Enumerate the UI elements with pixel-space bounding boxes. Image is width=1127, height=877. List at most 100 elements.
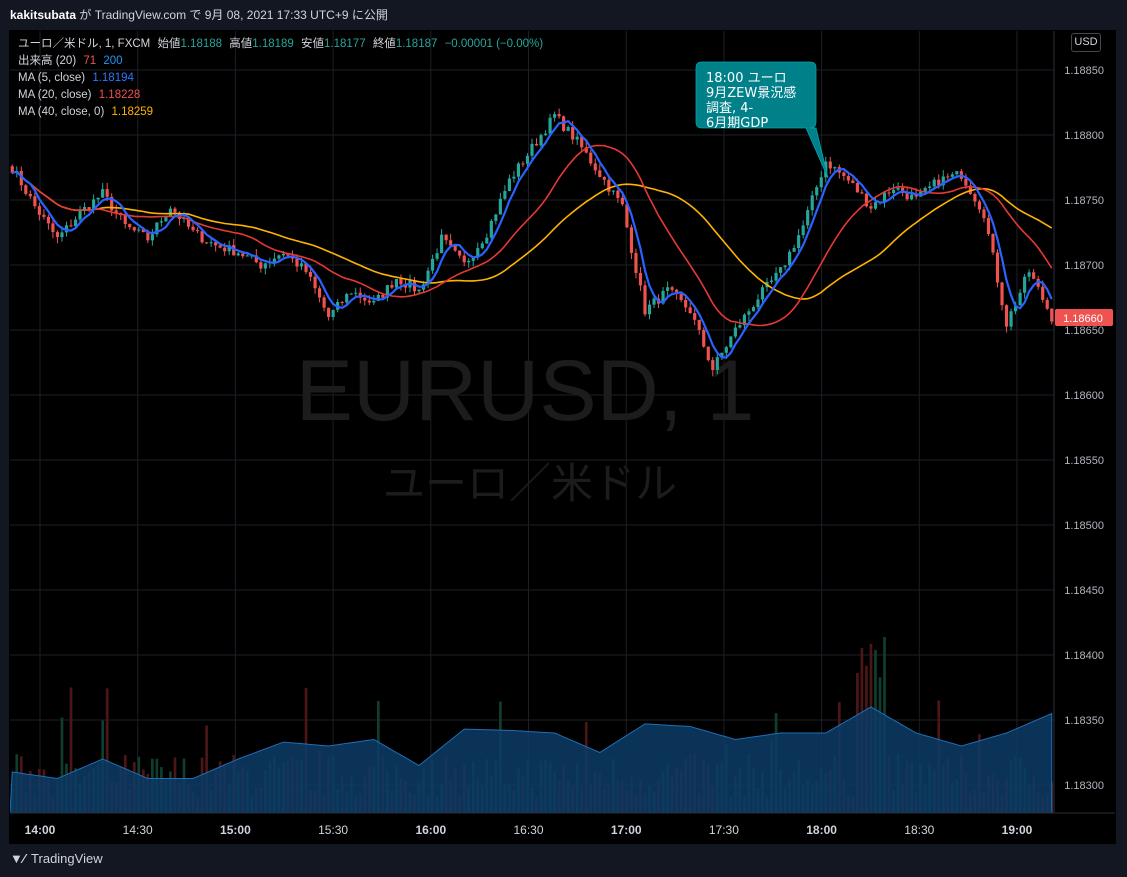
candle-body [209, 242, 213, 244]
candle-body [394, 278, 398, 288]
chart-area[interactable] [9, 30, 1116, 844]
candle-body [313, 276, 317, 289]
candle-body [566, 126, 570, 131]
candle [611, 189, 615, 195]
publish-info-bar: kakitsubata が TradingView.com で 9月 08, 2… [0, 0, 1127, 30]
candle [331, 309, 335, 321]
candle-body [851, 180, 855, 184]
candle [503, 185, 507, 201]
candle-body [783, 265, 787, 268]
candle [322, 295, 326, 312]
candle-body [580, 136, 584, 148]
candle-body [652, 298, 656, 305]
legend-ma40-label[interactable]: MA (40, close, 0) [18, 106, 105, 118]
candle [598, 164, 602, 178]
candle-body [214, 242, 218, 246]
price-scale[interactable]: 1.188501.188001.187501.187001.186501.186… [1064, 65, 1104, 792]
candle-body [390, 285, 394, 288]
candle-body [141, 229, 145, 233]
candle [46, 214, 50, 230]
candle [453, 245, 457, 252]
candle-body [376, 294, 380, 301]
legend-high-label: 高値 [229, 38, 253, 50]
candle-body [232, 245, 236, 256]
candle [729, 335, 733, 349]
candle [697, 319, 701, 335]
candle-body [778, 267, 783, 273]
footer-brand[interactable]: TradingView [31, 851, 103, 866]
candle-body [272, 258, 276, 263]
legend-volume-label[interactable]: 出来高 (20) [18, 55, 77, 67]
candle-body [92, 199, 96, 210]
legend-ma20-row: MA (20, close) 1.18228 [18, 87, 543, 104]
ma20-line [12, 144, 1053, 327]
legend-low-value: 1.18177 [324, 38, 366, 50]
candle-body [1009, 311, 1013, 327]
candle-body [331, 309, 335, 317]
candle-body [910, 194, 914, 200]
candle-body [19, 170, 23, 186]
news-callout[interactable]: 18:00 ユーロ 9月ZEW景況感 調査, 4- 6月期GDP [695, 61, 829, 179]
candle [625, 203, 629, 228]
currency-button[interactable]: USD [1071, 33, 1101, 52]
candle-body [751, 307, 756, 312]
candle-body [372, 300, 376, 303]
candle [756, 294, 760, 310]
candle-body [697, 319, 701, 330]
candle [430, 254, 435, 274]
candle-body [711, 360, 715, 370]
candle [715, 353, 719, 375]
candle [769, 276, 774, 285]
candle [512, 170, 516, 183]
candle [815, 185, 819, 200]
candle [869, 202, 873, 214]
candle [873, 196, 878, 210]
legend-close-label: 終値 [372, 38, 396, 50]
price-tick-label: 1.18550 [1064, 455, 1104, 467]
candle-body [706, 346, 710, 361]
candle-body [986, 218, 991, 235]
candle-body [620, 197, 624, 205]
legend-ma5-label[interactable]: MA (5, close) [18, 72, 86, 84]
candle-body [1004, 305, 1009, 327]
candle [313, 272, 317, 294]
candle [530, 138, 534, 163]
candle-body [882, 192, 887, 202]
candle-body [869, 206, 873, 209]
tradingview-logo-icon[interactable]: ▼⁄ [10, 851, 26, 866]
candle-body [82, 207, 87, 211]
candle-body [186, 217, 191, 227]
candle-body [435, 253, 439, 259]
candle [96, 197, 100, 203]
candle [101, 183, 105, 198]
candle [227, 240, 231, 256]
candle-body [530, 143, 534, 156]
candle-body [155, 222, 159, 235]
candle [851, 177, 855, 184]
price-tick-label: 1.18600 [1064, 390, 1104, 402]
time-scale[interactable]: 14:00 14:30 15:00 15:30 16:00 16:30 17:00 17:30… [25, 823, 1033, 837]
candle [19, 166, 23, 191]
callout-bubble[interactable] [695, 61, 829, 179]
candle [688, 302, 692, 314]
candle [381, 294, 385, 299]
candle [498, 192, 502, 215]
candle-body [543, 133, 548, 136]
legend-ma20-label[interactable]: MA (20, close) [18, 89, 92, 101]
candle [548, 113, 552, 136]
candle-body [60, 232, 64, 238]
candle-body [485, 237, 489, 244]
legend-symbol[interactable]: ユーロ／米ドル, 1, FXCM [18, 38, 151, 50]
candle-body [788, 251, 792, 266]
candle-body [729, 336, 733, 348]
publisher-name[interactable]: kakitsubata [10, 8, 77, 22]
candle-body [105, 189, 109, 197]
candle [706, 346, 710, 362]
candle [711, 357, 715, 377]
candle-body [277, 255, 281, 259]
candle [1018, 289, 1022, 306]
candle-body [259, 262, 263, 269]
candle [797, 228, 801, 254]
candle [1032, 269, 1036, 280]
